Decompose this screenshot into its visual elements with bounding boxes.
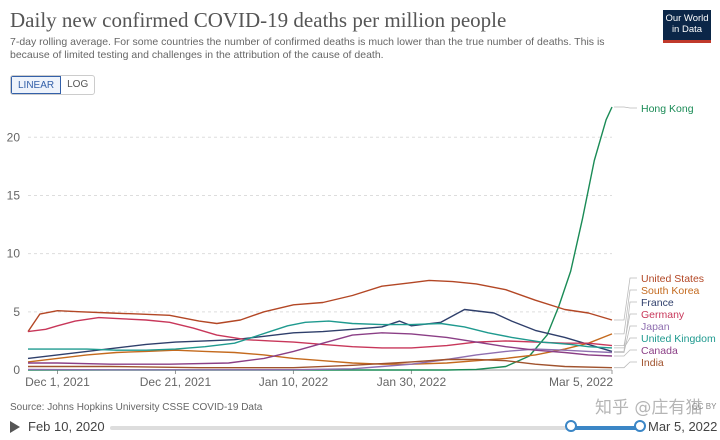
series-label-connector-france	[614, 301, 637, 352]
timeline: Feb 10, 2020 Mar 5, 2022	[0, 416, 720, 440]
logo-line-2: in Data	[671, 24, 703, 35]
license-label: CC BY	[692, 402, 717, 411]
timeline-start-handle[interactable]	[565, 420, 578, 432]
series-line-hong-kong	[28, 106, 613, 371]
logo-accent-bar	[663, 40, 711, 43]
series-label-connector-japan	[614, 325, 637, 353]
series-label-canada: Canada	[641, 345, 678, 357]
x-tick-label: Jan 30, 2022	[377, 375, 447, 389]
y-tick-label: 0	[13, 363, 20, 377]
x-tick-label: Mar 5, 2022	[549, 375, 613, 389]
series-line-united-kingdom	[28, 320, 613, 351]
timeline-end-handle[interactable]	[634, 420, 646, 432]
x-tick-label: Dec 21, 2021	[140, 375, 212, 389]
chart-subtitle: 7-day rolling average. For some countrie…	[10, 36, 605, 61]
logo-line-1: Our World	[665, 13, 709, 24]
series-lines	[27, 106, 613, 371]
series-label-connector-south-korea	[614, 289, 637, 335]
watermark: 知乎 @庄有猫	[595, 398, 703, 418]
source-note: Source: Johns Hopkins University CSSE CO…	[10, 402, 263, 413]
series-label-south-korea: South Korea	[641, 285, 700, 297]
series-label-connector-hong-kong	[614, 106, 637, 109]
series-label-connector-germany	[614, 313, 637, 346]
owid-logo[interactable]: Our World in Data	[663, 10, 711, 40]
series-label-connector-united-kingdom	[614, 337, 637, 349]
series-line-south-korea	[27, 333, 613, 365]
y-tick-labels: 0 5 10 15 20	[7, 130, 21, 377]
y-tick-label: 10	[7, 247, 21, 261]
x-tick-label: Dec 1, 2021	[25, 375, 90, 389]
x-tick-label: Jan 10, 2022	[259, 375, 329, 389]
series-label-connector-canada	[614, 349, 637, 357]
series-label-japan: Japan	[641, 321, 670, 333]
scale-toggle[interactable]: LINEAR LOG	[10, 75, 96, 95]
chart-title: Daily new confirmed COVID-19 deaths per …	[10, 8, 507, 32]
log-scale-button[interactable]: LOG	[67, 79, 89, 90]
y-tick-label: 20	[7, 130, 21, 144]
timeline-start-label: Feb 10, 2020	[28, 419, 105, 434]
play-icon[interactable]	[10, 421, 20, 433]
timeline-track[interactable]	[110, 426, 640, 430]
y-grid	[28, 136, 612, 371]
series-line-france	[27, 308, 613, 360]
y-tick-label: 15	[7, 188, 21, 202]
series-line-india	[28, 358, 613, 369]
series-line-united-states	[27, 279, 613, 332]
y-tick-label: 5	[13, 305, 20, 319]
series-label-hong-kong: Hong Kong	[641, 103, 694, 115]
timeline-end-label: Mar 5, 2022	[648, 419, 718, 434]
series-line-germany	[27, 316, 613, 349]
series-label-india: India	[641, 357, 664, 369]
series-label-united-kingdom: United Kingdom	[641, 333, 716, 345]
x-tick-labels: Dec 1, 2021 Dec 21, 2021 Jan 10, 2022 Jan 3…	[25, 370, 613, 389]
series-label-connector-india	[614, 361, 637, 369]
series-label-france: France	[641, 297, 674, 309]
series-line-japan	[27, 348, 613, 371]
series-line-canada	[28, 332, 613, 365]
series-label-germany: Germany	[641, 309, 685, 321]
series-label-connector-united-states	[614, 277, 637, 321]
linear-scale-button[interactable]: LINEAR	[11, 76, 62, 94]
timeline-selected-range	[571, 426, 640, 430]
series-label-united-states: United States	[641, 273, 704, 285]
